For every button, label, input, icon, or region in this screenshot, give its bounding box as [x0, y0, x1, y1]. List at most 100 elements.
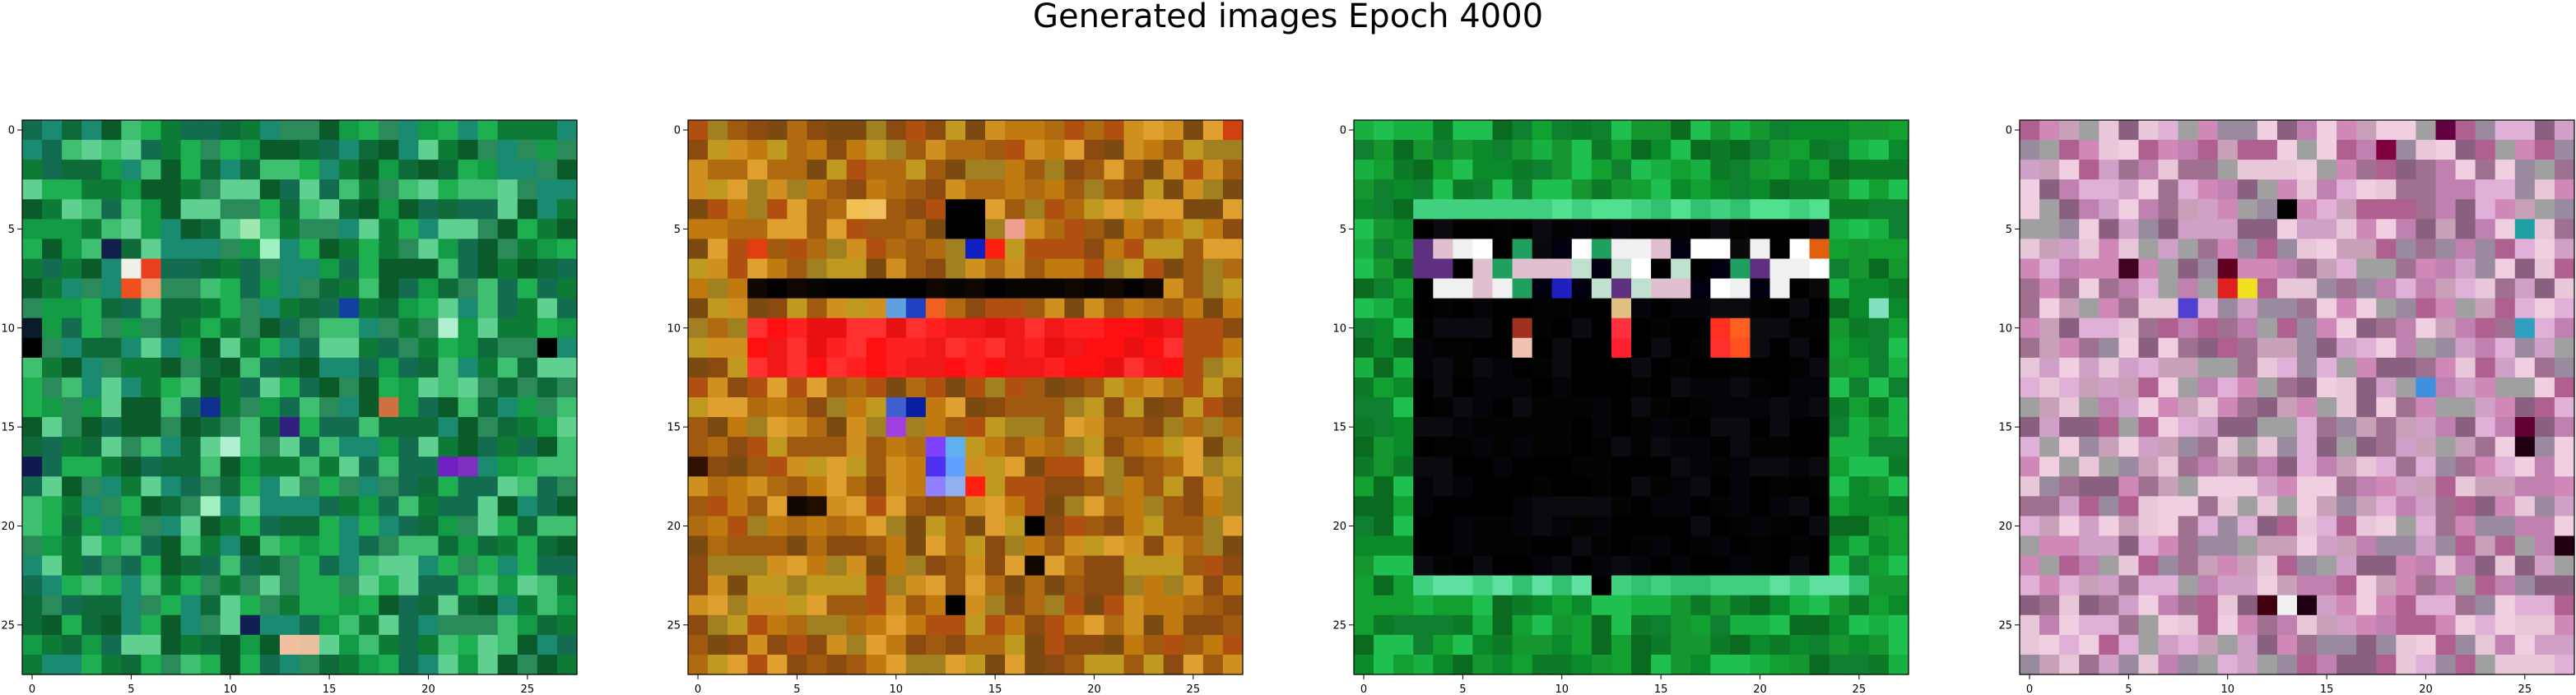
pixel — [2079, 654, 2099, 675]
pixel — [945, 397, 966, 418]
pixel — [1651, 614, 1672, 636]
pixel — [1551, 397, 1573, 418]
pixel — [2079, 476, 2099, 497]
pixel — [1492, 476, 1514, 497]
pixel — [2455, 298, 2476, 319]
pixel — [2158, 317, 2179, 339]
pixel — [2435, 535, 2457, 557]
pixel — [1888, 199, 1909, 220]
pixel — [1025, 654, 1045, 675]
pixel — [826, 456, 848, 477]
pixel — [1512, 437, 1533, 457]
pixel — [339, 634, 360, 656]
pixel — [458, 377, 479, 398]
pixel — [517, 456, 538, 477]
pixel — [1571, 239, 1593, 260]
pixel — [2138, 278, 2160, 299]
pixel — [537, 575, 558, 596]
pixel — [2276, 140, 2298, 160]
pixel — [556, 357, 578, 378]
pixel — [537, 516, 558, 537]
pixel — [747, 516, 768, 537]
pixel — [925, 614, 946, 636]
pixel — [965, 575, 986, 596]
pixel — [2079, 199, 2099, 220]
pixel — [1393, 258, 1414, 280]
pixel — [2514, 298, 2536, 319]
pixel — [2039, 437, 2060, 457]
pixel — [1551, 535, 1573, 557]
pixel — [1769, 555, 1791, 577]
pixel — [807, 317, 828, 339]
pixel — [1413, 634, 1434, 656]
pixel — [101, 179, 122, 200]
pixel — [2118, 179, 2140, 200]
pixel — [2020, 337, 2040, 359]
pixel — [2455, 614, 2476, 636]
pixel — [1123, 160, 1145, 180]
pixel — [767, 456, 788, 477]
pixel — [359, 239, 379, 260]
pixel — [807, 337, 828, 359]
pixel — [418, 456, 439, 477]
pixel — [2317, 239, 2337, 260]
pixel — [180, 140, 202, 160]
pixel — [2138, 377, 2160, 398]
pixel — [379, 456, 399, 477]
pixel — [2554, 258, 2575, 280]
pixel — [1789, 337, 1811, 359]
x-tick-label: 25 — [1187, 683, 1201, 695]
pixel — [905, 160, 927, 180]
pixel — [2118, 575, 2140, 596]
pixel — [2337, 317, 2357, 339]
pixel — [180, 179, 202, 200]
pixel — [2020, 317, 2040, 339]
pixel — [1571, 140, 1593, 160]
pixel — [220, 140, 241, 160]
pixel — [1064, 199, 1086, 220]
pixel — [1183, 377, 1204, 398]
pixel — [517, 476, 538, 497]
pixel — [1750, 476, 1771, 497]
pixel — [2099, 219, 2119, 240]
pixel — [1730, 614, 1751, 636]
pixel — [319, 496, 340, 517]
pixel — [2197, 377, 2219, 398]
pixel — [787, 456, 808, 477]
pixel — [965, 614, 986, 636]
pixel — [2118, 199, 2140, 220]
pixel — [477, 496, 499, 517]
pixel — [1690, 317, 1711, 339]
pixel — [1163, 140, 1184, 160]
pixel — [62, 239, 82, 260]
pixel — [1532, 199, 1553, 220]
pixel — [1631, 397, 1652, 418]
pixel — [708, 377, 728, 398]
pixel — [1671, 476, 1691, 497]
pixel — [1005, 219, 1025, 240]
pixel — [1084, 496, 1105, 517]
pixel — [2396, 278, 2417, 299]
pixel — [2237, 337, 2258, 359]
pixel — [2020, 614, 2040, 636]
pixel — [537, 496, 558, 517]
pixel — [259, 634, 281, 656]
pixel — [160, 555, 182, 577]
pixel — [458, 140, 479, 160]
pixel — [728, 357, 748, 378]
pixel — [1789, 397, 1811, 418]
pixel — [787, 239, 808, 260]
pixel — [1750, 595, 1771, 616]
pixel — [1789, 278, 1811, 299]
pixel — [497, 179, 518, 200]
pixel — [2396, 239, 2417, 260]
pixel — [2317, 555, 2337, 577]
pixel — [1354, 397, 1374, 418]
pixel — [2039, 239, 2060, 260]
pixel — [1868, 377, 1890, 398]
pixel — [945, 357, 966, 378]
pixel — [1631, 278, 1652, 299]
pixel — [537, 476, 558, 497]
pixel — [2495, 535, 2516, 557]
pixel — [886, 634, 907, 656]
